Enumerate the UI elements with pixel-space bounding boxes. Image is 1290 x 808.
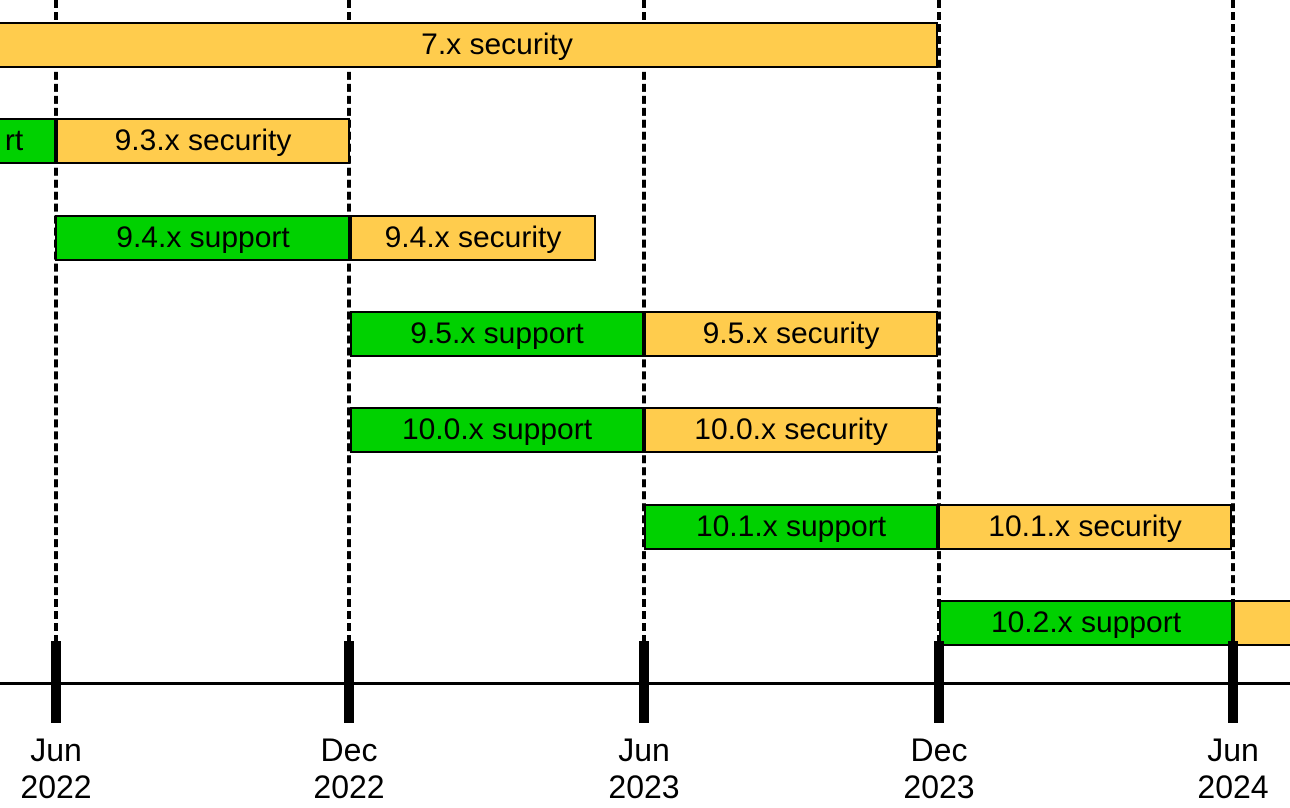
timeline-bar [644,504,938,550]
timeline-bar [350,215,596,261]
x-axis-tick [344,641,354,723]
timeline-bar [1233,600,1290,646]
x-axis-label: Jun 2022 [0,732,136,806]
timeline-bar [644,407,938,453]
timeline-bar [938,504,1232,550]
release-timeline-chart: 7.x securityrt9.3.x security9.4.x suppor… [0,0,1290,808]
x-axis-tick [934,641,944,723]
timeline-bar [0,22,938,68]
gridline [54,0,58,643]
timeline-bar [939,600,1233,646]
x-axis-tick [639,641,649,723]
timeline-bar [644,311,938,357]
x-axis-label: Dec 2022 [269,732,429,806]
x-axis-tick [1228,641,1238,723]
x-axis-tick [51,641,61,723]
timeline-bar [350,407,644,453]
timeline-bar [55,215,350,261]
x-axis-label: Jun 2024 [1153,732,1290,806]
x-axis-label: Jun 2023 [564,732,724,806]
timeline-bar [0,118,56,164]
timeline-bar [56,118,350,164]
timeline-bar [350,311,644,357]
x-axis-label: Dec 2023 [859,732,1019,806]
